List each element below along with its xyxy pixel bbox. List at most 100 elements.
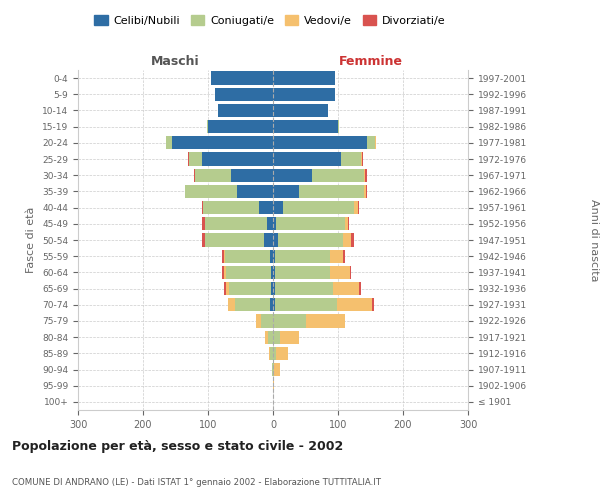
Bar (262, 314, 273, 328)
Bar (229, 282, 271, 295)
Bar (265, 330, 268, 344)
Bar (273, 88, 335, 101)
Bar (237, 185, 273, 198)
Text: COMUNE DI ANDRANO (LE) - Dati ISTAT 1° gennaio 2002 - Elaborazione TUTTITALIA.IT: COMUNE DI ANDRANO (LE) - Dati ISTAT 1° g… (12, 478, 381, 487)
Bar (166, 136, 172, 149)
Bar (202, 152, 273, 166)
Bar (273, 120, 338, 134)
Bar (330, 266, 350, 279)
Bar (348, 217, 349, 230)
Bar (367, 136, 375, 149)
Bar (185, 185, 237, 198)
Bar (273, 266, 275, 279)
Bar (272, 363, 273, 376)
Bar (354, 201, 358, 214)
Bar (266, 217, 273, 230)
Bar (273, 72, 335, 85)
Bar (203, 201, 259, 214)
Bar (273, 201, 283, 214)
Bar (361, 152, 362, 166)
Bar (224, 266, 226, 279)
Bar (226, 266, 271, 279)
Bar (224, 250, 225, 263)
Bar (273, 346, 276, 360)
Bar (259, 201, 273, 214)
Bar (202, 217, 205, 230)
Bar (375, 136, 376, 149)
Bar (351, 234, 354, 246)
Bar (273, 234, 278, 246)
Bar (280, 330, 299, 344)
Bar (343, 234, 351, 246)
Bar (275, 282, 334, 295)
Bar (269, 346, 271, 360)
Bar (202, 201, 203, 214)
Bar (273, 298, 275, 312)
Bar (275, 250, 330, 263)
Bar (341, 152, 361, 166)
Bar (373, 298, 374, 312)
Bar (358, 201, 359, 214)
Legend: Celibi/Nubili, Coniugati/e, Vedovi/e, Divorziati/e: Celibi/Nubili, Coniugati/e, Vedovi/e, Di… (90, 10, 450, 30)
Bar (226, 282, 229, 295)
Text: Popolazione per età, sesso e stato civile - 2002: Popolazione per età, sesso e stato civil… (12, 440, 343, 453)
Bar (273, 282, 275, 295)
Bar (271, 346, 273, 360)
Bar (275, 298, 337, 312)
Bar (268, 330, 273, 344)
Bar (271, 298, 273, 312)
Bar (366, 185, 367, 198)
Bar (350, 266, 351, 279)
Bar (330, 250, 343, 263)
Bar (225, 250, 271, 263)
Bar (275, 266, 330, 279)
Y-axis label: Fasce di età: Fasce di età (26, 207, 37, 273)
Bar (276, 346, 288, 360)
Bar (365, 168, 367, 182)
Bar (359, 282, 361, 295)
Bar (338, 120, 340, 134)
Bar (274, 363, 280, 376)
Bar (222, 266, 224, 279)
Bar (235, 298, 271, 312)
Bar (343, 250, 344, 263)
Bar (224, 282, 226, 295)
Bar (264, 234, 273, 246)
Bar (271, 282, 273, 295)
Bar (208, 120, 273, 134)
Text: Femmine: Femmine (338, 56, 403, 68)
Y-axis label: Anni di nascita: Anni di nascita (589, 198, 599, 281)
Bar (273, 217, 276, 230)
Bar (188, 152, 202, 166)
Text: Maschi: Maschi (151, 56, 200, 68)
Bar (194, 168, 195, 182)
Bar (271, 250, 273, 263)
Bar (273, 314, 305, 328)
Bar (364, 168, 365, 182)
Bar (344, 217, 348, 230)
Bar (271, 266, 273, 279)
Bar (195, 168, 231, 182)
Bar (337, 298, 373, 312)
Bar (222, 250, 224, 263)
Bar (273, 136, 367, 149)
Bar (273, 104, 328, 117)
Bar (231, 168, 273, 182)
Bar (364, 185, 366, 198)
Bar (172, 136, 273, 149)
Bar (215, 88, 273, 101)
Bar (312, 168, 364, 182)
Bar (206, 120, 208, 134)
Bar (299, 185, 364, 198)
Bar (278, 234, 343, 246)
Bar (202, 234, 205, 246)
Bar (228, 298, 235, 312)
Bar (205, 217, 266, 230)
Bar (273, 379, 274, 392)
Bar (273, 168, 312, 182)
Bar (334, 282, 359, 295)
Bar (283, 201, 354, 214)
Bar (273, 250, 275, 263)
Bar (256, 314, 262, 328)
Bar (273, 185, 299, 198)
